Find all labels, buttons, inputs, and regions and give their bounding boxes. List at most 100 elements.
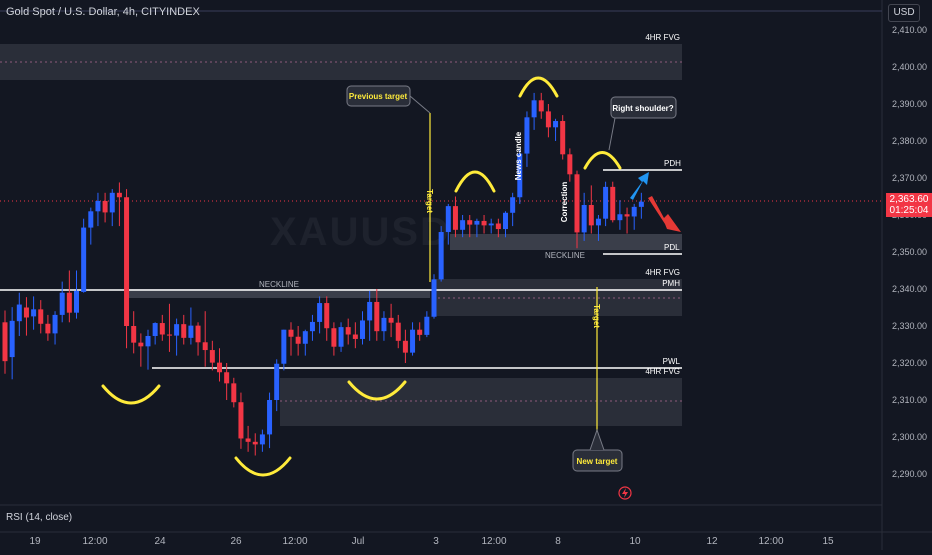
pattern-arcs [101, 76, 622, 477]
fvg-zones [0, 44, 682, 426]
arc-top-right [583, 151, 622, 170]
price-axis[interactable]: 2,410.00 2,400.00 2,390.00 2,380.00 2,370.00… [892, 25, 927, 479]
arc-top-left [454, 170, 496, 193]
flash-icon[interactable] [618, 486, 632, 500]
candle-body [295, 336, 301, 344]
callout-right-shoulder [608, 96, 677, 151]
price-tick-label: 2,290.00 [892, 469, 927, 479]
candle-body [324, 303, 330, 329]
candle-body [317, 303, 323, 322]
arc-top-head [518, 76, 559, 98]
candle-body [245, 438, 251, 442]
price-tick-label: 2,410.00 [892, 25, 927, 35]
candle-body [374, 301, 380, 332]
bar-countdown: 01:25:04 [889, 205, 929, 216]
time-tick-label: 12:00 [82, 536, 107, 547]
price-tick-label: 2,310.00 [892, 395, 927, 405]
candle-body [424, 316, 430, 335]
candle-body [510, 197, 516, 213]
candle-body [560, 121, 566, 155]
pdh-label: PDH [664, 159, 681, 168]
candle-body [531, 100, 537, 118]
price-tick-label: 2,320.00 [892, 358, 927, 368]
new-target-label: New target [577, 457, 618, 466]
candle-body [503, 212, 508, 230]
candle-body [9, 320, 15, 358]
candle-body [66, 292, 72, 313]
time-tick-label: 15 [822, 536, 834, 547]
candle-body [88, 211, 94, 228]
candle-body [202, 342, 208, 351]
candle-body [288, 329, 294, 337]
time-tick-label: 8 [555, 536, 561, 547]
candle-body [631, 206, 637, 217]
candle-body [81, 227, 87, 292]
candle-body [267, 400, 273, 435]
time-tick-label: 12:00 [282, 536, 307, 547]
time-tick-label: 12:00 [481, 536, 506, 547]
arc-right-shoulder [347, 380, 407, 401]
candle-body [338, 327, 344, 347]
candle-body [445, 206, 451, 233]
candle-body [166, 334, 172, 336]
candle-body [438, 232, 444, 280]
candle-body [410, 329, 416, 353]
annotation-texts: 4HR FVG Previous target Right shoulder? … [259, 33, 681, 466]
candle-body [538, 100, 544, 112]
time-tick-label: 26 [230, 536, 242, 547]
candle-body [488, 223, 494, 226]
candle-body [610, 186, 616, 221]
time-axis[interactable]: 19 12:00 24 26 12:00 Jul 3 12:00 8 10 12 12:00 15 [29, 536, 834, 547]
candle-body [574, 174, 580, 233]
correction-label: Correction [560, 182, 569, 223]
candle-body [624, 214, 630, 217]
currency-button[interactable]: USD [888, 4, 920, 22]
candle-body [102, 200, 108, 213]
candle-body [481, 220, 487, 226]
rsi-indicator-label[interactable]: RSI (14, close) [6, 512, 73, 523]
price-tick-label: 2,340.00 [892, 284, 927, 294]
candle-body [224, 372, 230, 384]
candle-body [553, 121, 559, 128]
candle-body [23, 307, 29, 318]
candle-body [116, 192, 122, 198]
candle-body [309, 321, 315, 332]
fvg-mid-label: 4HR FVG [645, 268, 680, 277]
chart-title: Gold Spot / U.S. Dollar, 4h, CITYINDEX [6, 6, 200, 18]
fvg-top-label: 4HR FVG [645, 33, 680, 42]
time-tick-label: 3 [433, 536, 439, 547]
fvg-bottom-label: 4HR FVG [645, 367, 680, 376]
candle-body [395, 322, 401, 341]
target-label-upper: Target [425, 189, 434, 213]
candle-body [31, 309, 37, 317]
candle-body [345, 327, 351, 335]
candle-body [474, 220, 480, 225]
neckline-right-label: NECKLINE [545, 251, 585, 260]
candle-body [152, 323, 158, 336]
candle-body [581, 205, 587, 233]
candle-body [217, 362, 222, 373]
candle-body [238, 402, 244, 439]
candle-body [174, 324, 180, 336]
candle-body [360, 320, 365, 339]
neckline-left-label: NECKLINE [259, 280, 299, 289]
candle-body [195, 325, 201, 343]
candle-body [231, 383, 237, 403]
candle-body [603, 186, 609, 219]
candle-body [402, 340, 408, 353]
candle-body [145, 335, 151, 347]
candle-body [38, 309, 44, 324]
price-tick-label: 2,370.00 [892, 173, 927, 183]
price-tick-label: 2,330.00 [892, 321, 927, 331]
candle-body [209, 350, 215, 363]
time-tick-label: 19 [29, 536, 41, 547]
last-price-tag: 2,363.60 01:25:04 [886, 193, 932, 217]
time-tick-label: 24 [154, 536, 166, 547]
candle-body [352, 334, 358, 339]
level-lines [0, 169, 882, 369]
candle-body [517, 153, 523, 198]
candle-body [74, 290, 79, 313]
candle-body [274, 363, 280, 400]
